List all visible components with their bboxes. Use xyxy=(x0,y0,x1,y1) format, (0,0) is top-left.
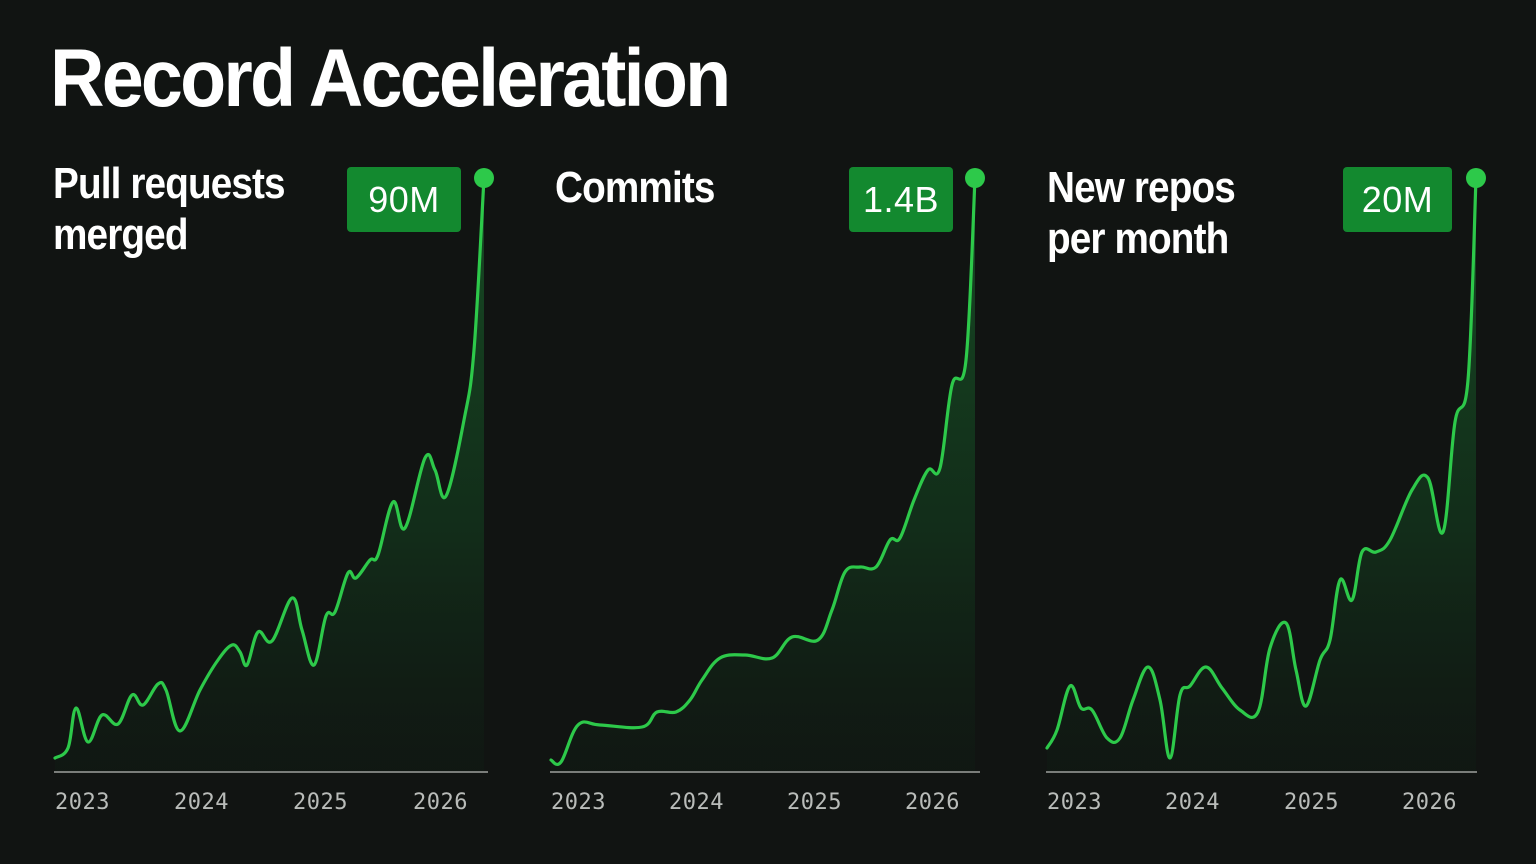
x-tick-2025: 2025 xyxy=(1284,790,1339,815)
endpoint-dot xyxy=(1466,168,1486,188)
x-tick-2023: 2023 xyxy=(551,790,606,815)
x-tick-2023: 2023 xyxy=(55,790,110,815)
x-tick-2024: 2024 xyxy=(1165,790,1220,815)
x-tick-2026: 2026 xyxy=(905,790,960,815)
x-tick-2026: 2026 xyxy=(413,790,468,815)
endpoint-dot xyxy=(965,168,985,188)
panel-label-new-repos: New repos per month xyxy=(1047,163,1236,263)
endpoint-dot xyxy=(474,168,494,188)
area-fill xyxy=(551,178,975,772)
x-tick-2024: 2024 xyxy=(174,790,229,815)
x-tick-2024: 2024 xyxy=(669,790,724,815)
panel-label-commits: Commits xyxy=(555,163,715,212)
value-badge-new-repos: 20M xyxy=(1343,167,1452,232)
x-tick-2025: 2025 xyxy=(787,790,842,815)
x-tick-2026: 2026 xyxy=(1402,790,1457,815)
x-tick-2023: 2023 xyxy=(1047,790,1102,815)
chart-pull-requests xyxy=(53,168,494,773)
panel-label-pull-requests: Pull requests merged xyxy=(53,159,286,259)
chart-new-repos xyxy=(1045,168,1486,773)
page-title: Record Acceleration xyxy=(50,33,731,124)
value-badge-commits: 1.4B xyxy=(849,167,953,232)
trend-line xyxy=(1045,176,1478,760)
trend-line xyxy=(549,176,977,766)
chart-commits xyxy=(549,168,985,773)
value-badge-pull-requests: 90M xyxy=(347,167,461,232)
area-fill xyxy=(1047,178,1476,772)
x-tick-2025: 2025 xyxy=(293,790,348,815)
area-fill xyxy=(55,178,484,772)
trend-line xyxy=(53,176,486,760)
